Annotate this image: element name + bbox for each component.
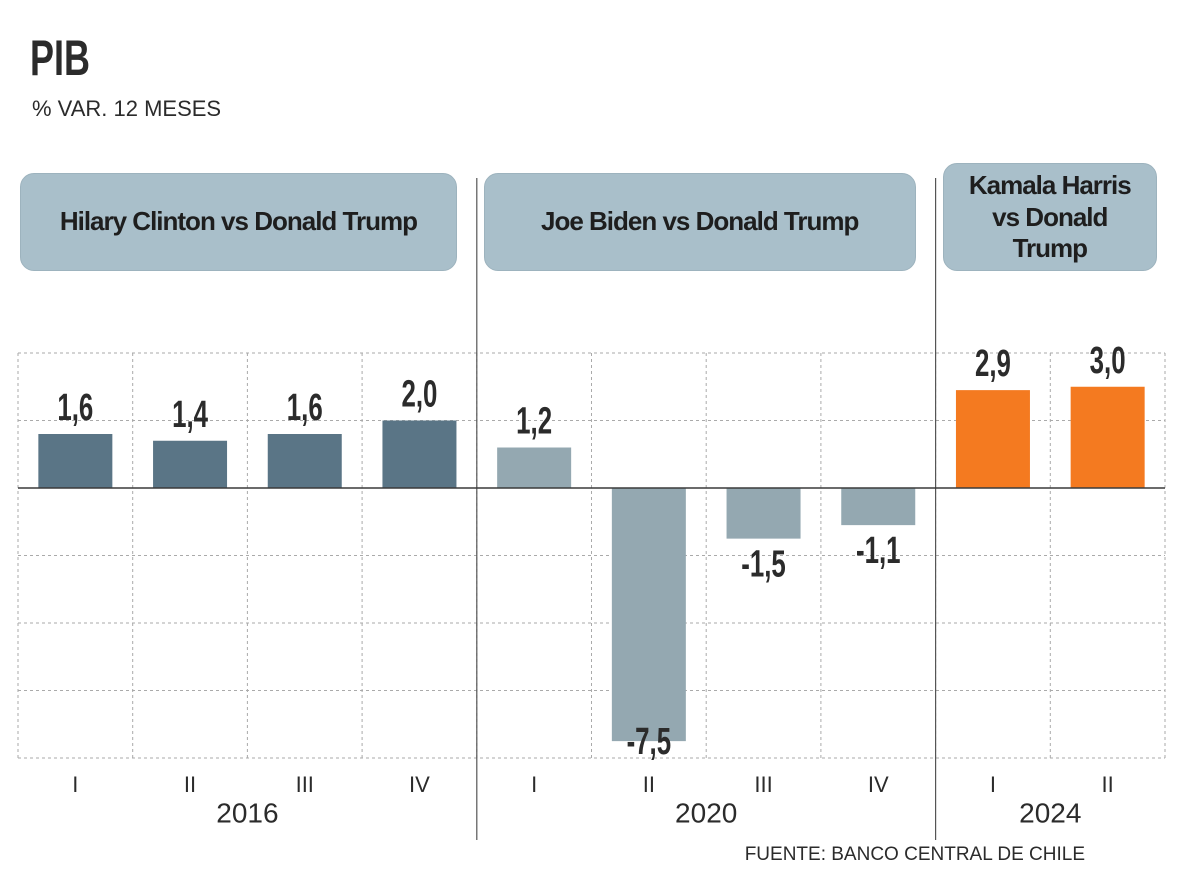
bar (841, 488, 916, 526)
chart-subtitle: % VAR. 12 MESES (32, 96, 221, 121)
value-label: 2,0 (401, 373, 437, 415)
x-tick-label: III (754, 772, 772, 797)
x-tick-label: I (531, 772, 537, 797)
bar (611, 488, 686, 742)
bar (726, 488, 801, 539)
bar (153, 440, 228, 488)
group-header: Kamala Harris vs Donald Trump (942, 163, 1157, 271)
value-label: -1,1 (856, 529, 901, 571)
x-tick-label: II (1102, 772, 1114, 797)
value-label: 2,9 (975, 342, 1011, 384)
x-tick-label: IV (868, 772, 889, 797)
x-tick-label: II (643, 772, 655, 797)
bar (497, 447, 572, 488)
bar (955, 390, 1030, 488)
bar (267, 434, 342, 488)
group-year: 2016 (216, 797, 278, 828)
value-label: 1,6 (287, 386, 323, 428)
source: FUENTE: BANCO CENTRAL DE CHILE (745, 844, 1085, 865)
group-header: Hilary Clinton vs Donald Trump (20, 173, 457, 271)
group-year: 2024 (1019, 797, 1081, 828)
value-label: -1,5 (741, 543, 786, 585)
x-tick-label: II (184, 772, 196, 797)
value-label: 3,0 (1090, 339, 1126, 381)
value-label: 1,6 (57, 386, 93, 428)
bar (38, 434, 113, 488)
chart-title: PIB (30, 32, 90, 87)
bar (1070, 386, 1145, 488)
value-label: 1,2 (516, 400, 552, 442)
x-tick-label: IV (409, 772, 430, 797)
value-label: -7,5 (627, 720, 672, 762)
group-year: 2020 (675, 797, 737, 828)
x-tick-label: III (296, 772, 314, 797)
value-label: 1,4 (172, 393, 208, 435)
x-tick-label: I (72, 772, 78, 797)
x-tick-label: I (990, 772, 996, 797)
group-header: Joe Biden vs Donald Trump (483, 173, 916, 271)
bar (382, 420, 457, 488)
